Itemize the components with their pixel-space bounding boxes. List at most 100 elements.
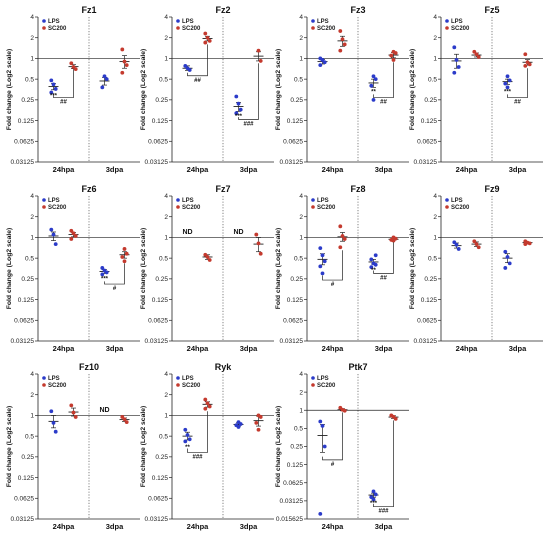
y-tick-label: 0.03125 xyxy=(280,159,304,166)
legend-marker xyxy=(311,198,315,202)
y-tick-label: 0.125 xyxy=(152,118,169,125)
data-point xyxy=(49,78,54,83)
data-point xyxy=(371,97,376,102)
legend-label: LPS xyxy=(451,198,463,204)
legend-marker xyxy=(445,19,449,23)
y-tick-label: 0.25 xyxy=(155,97,168,104)
data-point xyxy=(187,437,192,442)
legend-marker xyxy=(176,198,180,202)
data-point xyxy=(523,242,528,246)
y-tick-label: 0.25 xyxy=(155,276,168,283)
bracket-label: # xyxy=(113,286,117,292)
data-point xyxy=(100,272,105,277)
legend-label: LPS xyxy=(317,198,329,204)
legend-label: LPS xyxy=(451,19,463,25)
data-point xyxy=(203,397,208,402)
legend-marker xyxy=(445,26,449,30)
panel-title: Fz8 xyxy=(350,184,365,194)
data-point xyxy=(53,429,58,434)
data-point xyxy=(476,245,481,250)
data-point xyxy=(185,433,190,437)
y-tick-label: 0.0625 xyxy=(148,138,168,145)
y-tick-label: 2 xyxy=(164,35,168,42)
y-axis-label: Fold change (Log2 scale) xyxy=(409,49,416,131)
data-point xyxy=(454,58,459,62)
data-point xyxy=(51,232,56,237)
data-point xyxy=(183,439,188,444)
y-tick-label: 0.125 xyxy=(152,297,169,304)
legend-marker xyxy=(311,376,315,380)
data-point xyxy=(340,234,345,238)
y-tick-label: 1 xyxy=(164,235,168,242)
data-point xyxy=(73,415,78,419)
y-tick-label: 4 xyxy=(30,193,34,200)
data-point xyxy=(122,259,127,264)
data-point xyxy=(120,47,125,52)
legend-label: LPS xyxy=(48,376,60,382)
panel-title: Fz3 xyxy=(350,5,365,15)
y-tick-label: 2 xyxy=(433,214,437,221)
y-tick-label: 0.5 xyxy=(25,255,34,262)
y-tick-label: 0.0625 xyxy=(283,317,303,324)
data-point xyxy=(53,87,58,91)
x-category-label: 3dpa xyxy=(106,344,124,353)
data-point xyxy=(338,48,343,53)
data-point xyxy=(527,62,532,67)
legend-marker xyxy=(311,383,315,387)
data-point xyxy=(71,410,76,415)
significance-stars: *** xyxy=(504,90,512,96)
y-axis-label: Fold change (Log2 scale) xyxy=(6,228,13,310)
y-tick-label: 0.5 xyxy=(159,76,168,83)
chart-panel-fz5: Fz5 4 2 1 0.5 0.25 0.125 0.0625 0.03125 Fold chan… xyxy=(409,5,543,174)
legend-marker xyxy=(176,383,180,387)
x-category-label: 24hpa xyxy=(187,165,210,174)
data-point xyxy=(452,70,457,75)
data-point xyxy=(205,35,210,40)
not-detected-label: ND xyxy=(233,229,243,236)
y-tick-label: 0.03125 xyxy=(11,516,35,523)
data-point xyxy=(373,262,378,267)
y-tick-label: 0.5 xyxy=(294,426,303,433)
legend-label: SC200 xyxy=(48,26,67,32)
panel-title: Fz7 xyxy=(215,184,230,194)
y-tick-label: 2 xyxy=(30,214,34,221)
panel-title: Fz10 xyxy=(79,362,99,372)
y-tick-label: 0.03125 xyxy=(145,159,169,166)
data-point xyxy=(73,234,78,238)
y-tick-label: 0.5 xyxy=(25,433,34,440)
data-point xyxy=(236,425,241,429)
data-point xyxy=(69,228,74,233)
y-tick-label: 4 xyxy=(299,193,303,200)
y-tick-label: 2 xyxy=(30,35,34,42)
legend-marker xyxy=(445,205,449,209)
y-tick-label: 0.125 xyxy=(287,462,304,469)
y-tick-label: 1 xyxy=(433,56,437,63)
y-tick-label: 4 xyxy=(164,14,168,21)
x-category-label: 24hpa xyxy=(53,522,76,531)
y-tick-label: 0.5 xyxy=(428,76,437,83)
y-tick-label: 0.0625 xyxy=(417,138,437,145)
legend-label: LPS xyxy=(317,19,329,25)
comparison-bracket xyxy=(238,63,259,120)
chart-panel-fz8: Fz8 4 2 1 0.5 0.25 0.125 0.0625 0.03125 Fold chan… xyxy=(275,184,409,353)
data-point xyxy=(102,74,107,79)
y-tick-label: 4 xyxy=(299,14,303,21)
data-point xyxy=(207,258,212,262)
data-point xyxy=(523,52,528,57)
y-tick-label: 0.0625 xyxy=(283,138,303,145)
y-axis-label: Fold change (Log2 scale) xyxy=(140,406,147,488)
y-axis-label: Fold change (Log2 scale) xyxy=(275,406,282,488)
legend-label: SC200 xyxy=(182,383,201,389)
data-point xyxy=(369,257,374,262)
comparison-bracket xyxy=(187,411,208,453)
legend-marker xyxy=(176,205,180,209)
data-point xyxy=(505,85,510,90)
data-point xyxy=(505,74,510,79)
legend-marker xyxy=(42,383,46,387)
y-tick-label: 2 xyxy=(164,214,168,221)
data-point xyxy=(318,511,323,516)
y-tick-label: 0.03125 xyxy=(280,498,304,505)
data-point xyxy=(454,242,459,247)
y-tick-label: 2 xyxy=(30,392,34,399)
